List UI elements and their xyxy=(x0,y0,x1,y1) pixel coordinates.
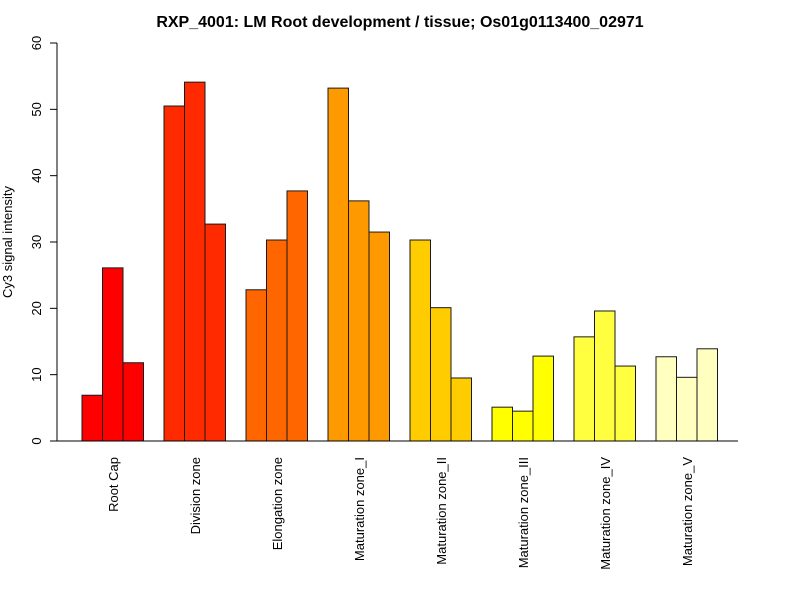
y-axis-label: Cy3 signal intensity xyxy=(0,186,15,298)
bar xyxy=(184,81,206,442)
y-tick-label: 40 xyxy=(29,168,44,182)
y-axis: 0 10 20 30 40 50 60 xyxy=(29,36,58,445)
bar xyxy=(655,356,677,442)
bar xyxy=(430,307,452,442)
bar xyxy=(266,239,288,442)
x-tick-label: Division zone xyxy=(188,457,203,534)
bar xyxy=(450,377,472,442)
y-tick-label: 30 xyxy=(29,235,44,249)
x-tick-label: Root Cap xyxy=(106,457,121,512)
x-tick-label: Maturation zone_IV xyxy=(598,457,613,570)
bar xyxy=(204,223,226,442)
x-tick-label: Elongation zone xyxy=(270,457,285,550)
x-tick-label: Maturation zone_V xyxy=(680,457,695,566)
bar xyxy=(368,231,390,442)
bar xyxy=(327,87,349,442)
x-tick-label: Maturation zone_I xyxy=(352,457,367,561)
bar xyxy=(573,336,595,442)
bar xyxy=(532,355,554,442)
bar xyxy=(676,376,698,442)
bars xyxy=(81,81,718,442)
bar xyxy=(594,310,616,442)
bar xyxy=(614,365,636,442)
x-tick-label: Maturation zone_II xyxy=(434,457,449,565)
y-tick-label: 20 xyxy=(29,301,44,315)
bar xyxy=(348,200,370,442)
category-labels: Root Cap Division zone Elongation zone Matu… xyxy=(106,457,695,570)
x-tick-label: Maturation zone_III xyxy=(516,457,531,568)
y-tick-label: 0 xyxy=(29,437,44,444)
y-tick-label: 60 xyxy=(29,36,44,50)
bar xyxy=(286,190,308,442)
bar xyxy=(81,394,103,442)
bar xyxy=(409,239,431,442)
bar xyxy=(696,348,718,442)
bar xyxy=(122,362,144,442)
y-tick-label: 50 xyxy=(29,102,44,116)
bar xyxy=(163,105,185,442)
bar xyxy=(512,410,534,442)
bar xyxy=(491,406,513,442)
y-tick-label: 10 xyxy=(29,367,44,381)
chart-title: RXP_4001: LM Root development / tissue; … xyxy=(156,14,643,31)
bar xyxy=(245,289,267,442)
bar xyxy=(102,267,124,442)
